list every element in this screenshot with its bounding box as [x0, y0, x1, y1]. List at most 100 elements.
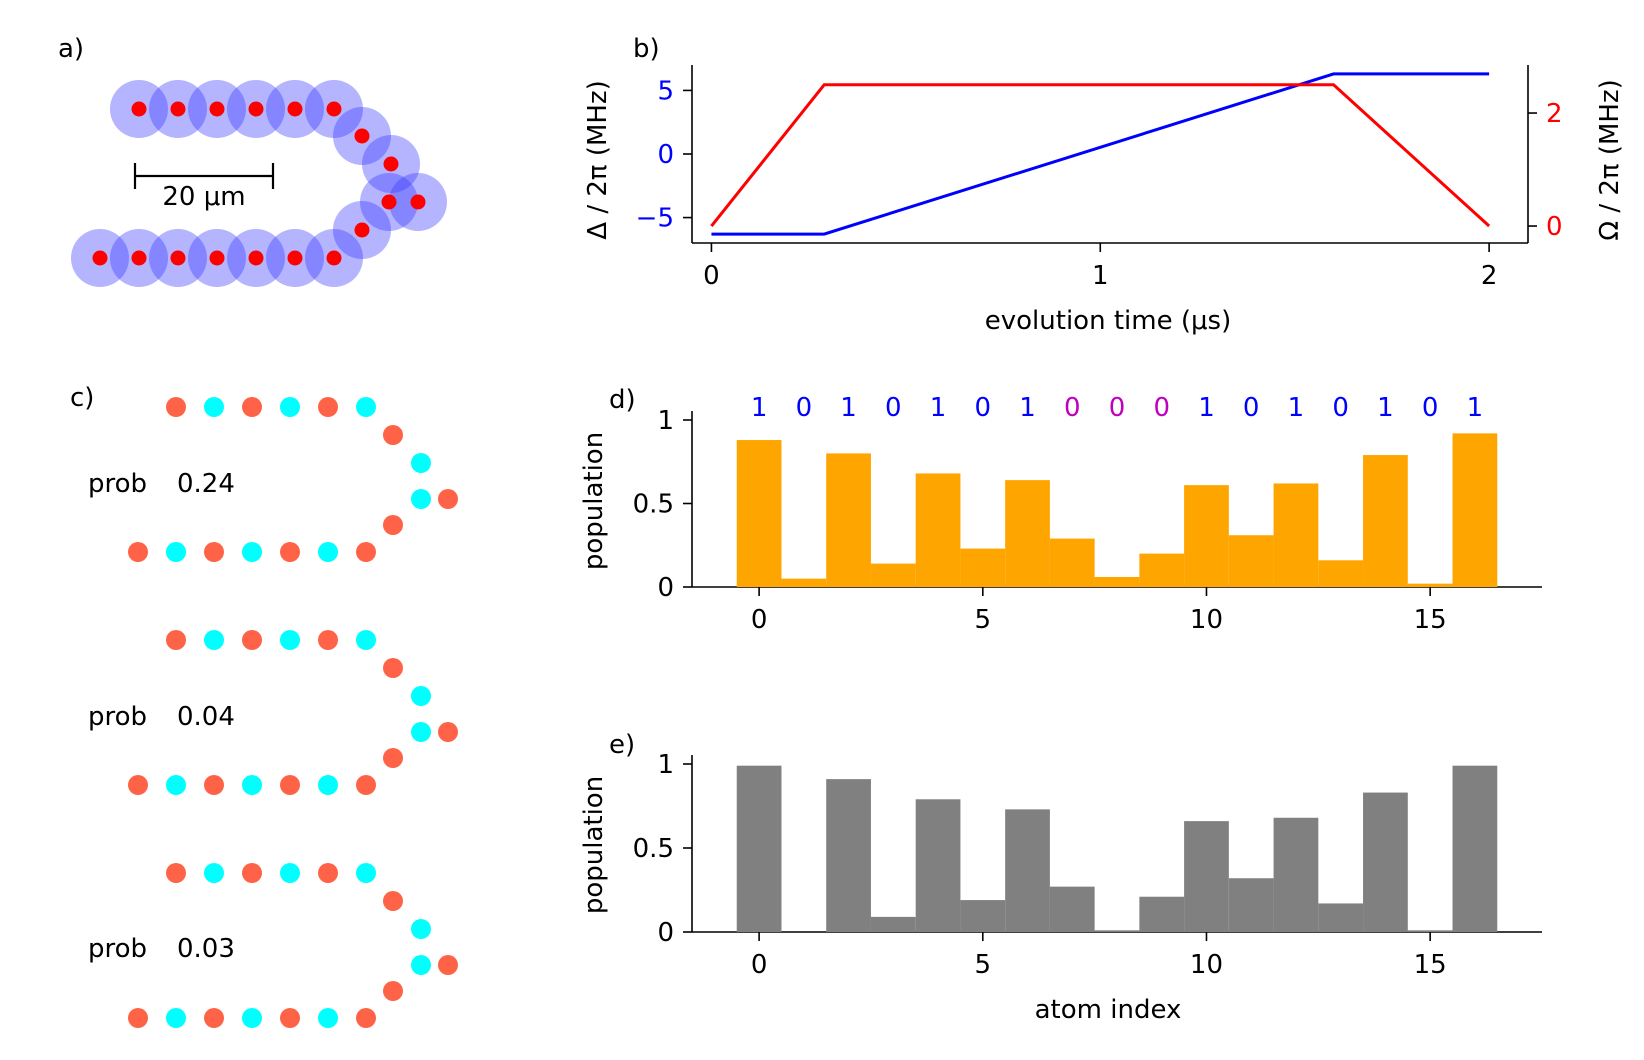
c-atom-dot	[383, 981, 403, 1001]
c-config: prob 0.03	[88, 863, 458, 1028]
bit-label: 1	[751, 393, 768, 423]
c-prob-prefix: prob	[88, 702, 147, 732]
bit-label: 0	[1422, 393, 1439, 423]
bit-label: 0	[796, 393, 813, 423]
bit-label: 1	[1198, 393, 1215, 423]
c-atom-dot	[411, 955, 431, 975]
c-atom-dot	[411, 489, 431, 509]
panel-c: c) prob 0.24 prob 0.04 prob 0.03	[70, 383, 458, 1028]
c-prob-prefix: prob	[88, 469, 147, 499]
atom-dot	[170, 101, 186, 117]
d-bar	[1139, 553, 1185, 587]
c-atom-dot	[242, 397, 262, 417]
c-configurations: prob 0.24 prob 0.04 prob 0.03	[88, 397, 458, 1028]
e-bar	[960, 900, 1006, 932]
c-prob-prefix: prob	[88, 934, 147, 964]
c-config: prob 0.24	[88, 397, 458, 562]
c-atom-dot	[242, 630, 262, 650]
panel-a: a) 20 μm	[58, 34, 447, 287]
atom-dot	[354, 128, 370, 144]
e-plot: 0 5 10 15 1 0.5 0	[633, 750, 1542, 980]
d-bar	[1049, 538, 1095, 587]
d-y-tick-label: 1	[657, 406, 674, 436]
d-x-tick-label: 5	[975, 605, 992, 635]
c-config: prob 0.04	[88, 630, 458, 795]
bit-label: 1	[1288, 393, 1305, 423]
atom-dot	[410, 194, 426, 210]
rabi-line	[710, 83, 1491, 228]
e-xlabel: atom index	[1035, 995, 1182, 1025]
bit-label: 0	[1332, 393, 1349, 423]
panel-d-label: d)	[609, 385, 636, 415]
atom-dot	[170, 250, 186, 266]
e-x-tick-label: 15	[1414, 950, 1447, 980]
d-bar	[1184, 485, 1229, 587]
c-atom-dot	[166, 397, 186, 417]
e-y-tick-label: 0	[657, 918, 674, 948]
atom-dots	[92, 101, 426, 266]
b-left-tick-label: −5	[636, 204, 674, 234]
b-x-tick-label: 1	[1092, 261, 1109, 291]
e-bar	[1139, 896, 1185, 932]
d-bar	[1318, 560, 1364, 587]
e-bar	[1005, 809, 1050, 932]
atom-dot	[383, 156, 399, 172]
d-bar	[1452, 433, 1498, 587]
atom-dot	[131, 101, 147, 117]
c-atom-dot	[242, 863, 262, 883]
bit-label: 1	[840, 393, 857, 423]
c-atom-dot	[356, 775, 376, 795]
c-atom-dot	[318, 863, 338, 883]
c-atom-dot	[356, 542, 376, 562]
c-atom-dot	[411, 453, 431, 473]
atom-dot	[326, 250, 342, 266]
e-bar	[1452, 765, 1498, 932]
c-atom-dot	[438, 955, 458, 975]
d-bar	[870, 563, 916, 587]
e-bar	[1228, 878, 1274, 932]
bit-label: 1	[1377, 393, 1394, 423]
c-atom-dot	[383, 425, 403, 445]
c-atom-dot	[356, 863, 376, 883]
c-atom-dot	[166, 775, 186, 795]
b-left-tick-label: 5	[657, 76, 674, 106]
c-atom-dot	[438, 489, 458, 509]
c-atom-dot	[280, 542, 300, 562]
bit-label: 0	[975, 393, 992, 423]
d-bar	[736, 440, 782, 587]
c-atom-dot	[318, 542, 338, 562]
c-atom-dot	[411, 919, 431, 939]
e-y-tick-label: 1	[657, 750, 674, 780]
panel-a-label: a)	[58, 34, 84, 64]
e-x-tick-label: 0	[751, 950, 768, 980]
b-right-ticks: 20	[1528, 99, 1563, 242]
c-prob-value: 0.04	[177, 702, 235, 732]
c-atom-dot	[280, 775, 300, 795]
e-bar	[1049, 886, 1095, 932]
c-atom-dot	[438, 722, 458, 742]
c-atom-dot	[280, 397, 300, 417]
d-x-tick-label: 0	[751, 605, 768, 635]
c-atom-dot	[356, 397, 376, 417]
d-bar	[1363, 455, 1408, 587]
bit-label: 0	[1064, 393, 1081, 423]
c-atom-dot	[318, 397, 338, 417]
c-atom-dot	[411, 722, 431, 742]
c-atom-dot	[166, 863, 186, 883]
e-y-tick-label: 0.5	[633, 834, 674, 864]
e-bar	[870, 916, 916, 932]
atom-dot	[209, 101, 225, 117]
atom-dot	[131, 250, 147, 266]
detuning-line	[711, 72, 1490, 236]
e-ylabel: population	[579, 776, 609, 914]
e-bar	[1407, 930, 1453, 932]
bit-label: 0	[1243, 393, 1260, 423]
scale-bar-label: 20 μm	[162, 182, 245, 212]
c-atom-dot	[356, 630, 376, 650]
c-atom-dot	[204, 1008, 224, 1028]
c-atom-dot	[242, 542, 262, 562]
panel-b-label: b)	[633, 34, 660, 64]
